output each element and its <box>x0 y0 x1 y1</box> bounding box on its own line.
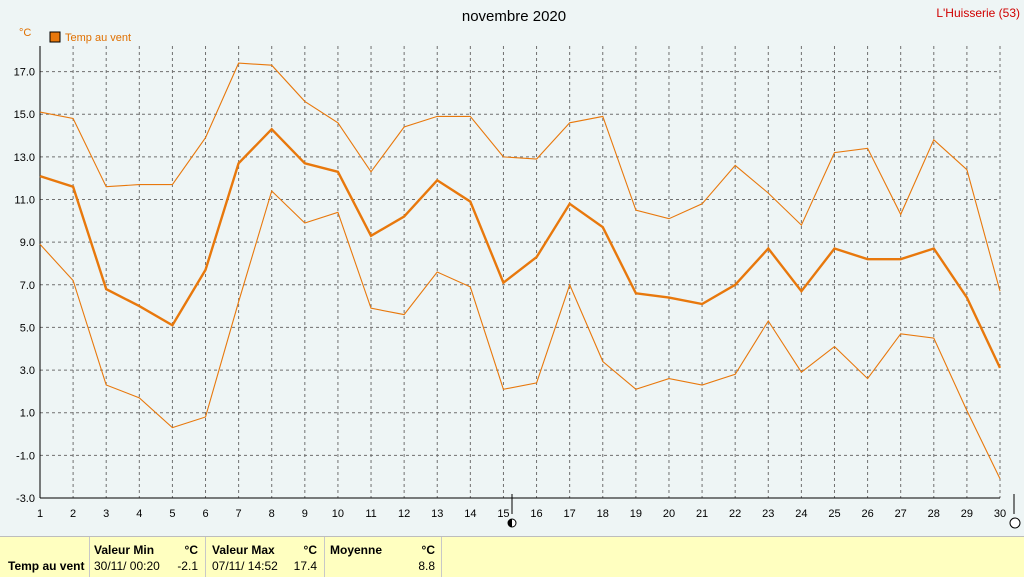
x-tick-label: 20 <box>663 508 675 520</box>
x-tick-label: 27 <box>895 508 907 520</box>
x-tick-label: 25 <box>828 508 840 520</box>
x-tick-label: 24 <box>795 508 807 520</box>
legend-swatch <box>49 31 61 43</box>
footer-series-label: Temp au vent <box>8 559 85 573</box>
x-tick-label: 26 <box>861 508 873 520</box>
series-line-mean <box>39 127 1002 369</box>
min-header: Valeur Min <box>94 543 155 557</box>
plot-area: -3.0 -1.0 1.0 3.0 5.0 7.0 9.0 11.0 13.0 15.0 17.0 1… <box>14 46 1006 520</box>
x-tick-label: 7 <box>236 508 242 520</box>
x-tick-label: 29 <box>961 508 973 520</box>
station-name: L'Huisserie (53) <box>936 6 1020 20</box>
chart-title: novembre 2020 <box>462 8 566 25</box>
x-tick-label: 5 <box>169 508 175 520</box>
min-value: -2.1 <box>177 559 198 573</box>
x-tick-label: 11 <box>365 508 376 520</box>
y-tick-label: 9.0 <box>20 237 35 249</box>
x-tick-label: 1 <box>37 508 43 520</box>
y-tick-label: -1.0 <box>16 450 35 462</box>
y-tick-label: -3.0 <box>16 493 35 505</box>
y-tick-label: 1.0 <box>20 408 35 420</box>
series-line-max <box>39 62 1001 292</box>
x-tick-label: 10 <box>332 508 344 520</box>
x-tick-label: 19 <box>630 508 642 520</box>
footer-max-cell: Valeur Max °C 07/11/ 14:52 17.4 <box>206 537 325 577</box>
x-tick-label: 18 <box>597 508 609 520</box>
x-tick-label: 14 <box>464 508 476 520</box>
y-tick-label: 5.0 <box>20 322 35 334</box>
footer-series-cell: Temp au vent <box>0 537 90 577</box>
full-moon-icon <box>1009 494 1021 529</box>
x-tick-label: 21 <box>696 508 708 520</box>
max-unit: °C <box>303 543 317 557</box>
mean-value: 8.8 <box>418 559 435 573</box>
x-tick-label: 4 <box>136 508 142 520</box>
x-tick-label: 16 <box>530 508 542 520</box>
mean-unit: °C <box>421 543 435 557</box>
series-line-min <box>39 189 1001 480</box>
x-tick-label: 22 <box>729 508 741 520</box>
x-tick-label: 3 <box>103 508 109 520</box>
plot-background <box>40 46 1000 498</box>
footer-min-cell: Valeur Min °C 30/11/ 00:20 -2.1 <box>89 537 206 577</box>
x-tick-label: 6 <box>202 508 208 520</box>
y-axis-unit: °C <box>19 27 31 39</box>
x-tick-label: 23 <box>762 508 774 520</box>
x-tick-label: 15 <box>497 508 509 520</box>
x-tick-label: 17 <box>564 508 576 520</box>
x-tick-label: 28 <box>928 508 940 520</box>
moon-first-quarter-icon <box>507 494 517 528</box>
x-tick-label: 30 <box>994 508 1006 520</box>
max-date: 07/11/ 14:52 <box>212 559 278 573</box>
x-tick-label: 2 <box>70 508 76 520</box>
y-tick-label: 7.0 <box>20 280 35 292</box>
min-date: 30/11/ 00:20 <box>94 559 160 573</box>
y-tick-label: 15.0 <box>14 109 35 121</box>
x-tick-label: 12 <box>398 508 410 520</box>
y-tick-label: 11.0 <box>14 195 35 207</box>
stats-footer: Temp au vent Valeur Min °C 30/11/ 00:20 … <box>0 536 1024 577</box>
y-tick-label: 13.0 <box>14 152 35 164</box>
max-header: Valeur Max <box>212 543 275 557</box>
chart: novembre 2020 L'Huisserie (53) °C Temp a… <box>14 6 1021 529</box>
max-value: 17.4 <box>293 559 317 573</box>
x-tick-label: 9 <box>302 508 308 520</box>
min-unit: °C <box>184 543 198 557</box>
x-tick-label: 13 <box>431 508 443 520</box>
x-tick-label: 8 <box>269 508 275 520</box>
legend-label: Temp au vent <box>65 32 131 44</box>
y-tick-label: 3.0 <box>20 365 35 377</box>
mean-header: Moyenne <box>330 543 383 557</box>
y-tick-label: 17.0 <box>14 67 35 79</box>
footer-mean-cell: Moyenne °C 8.8 <box>325 537 442 577</box>
